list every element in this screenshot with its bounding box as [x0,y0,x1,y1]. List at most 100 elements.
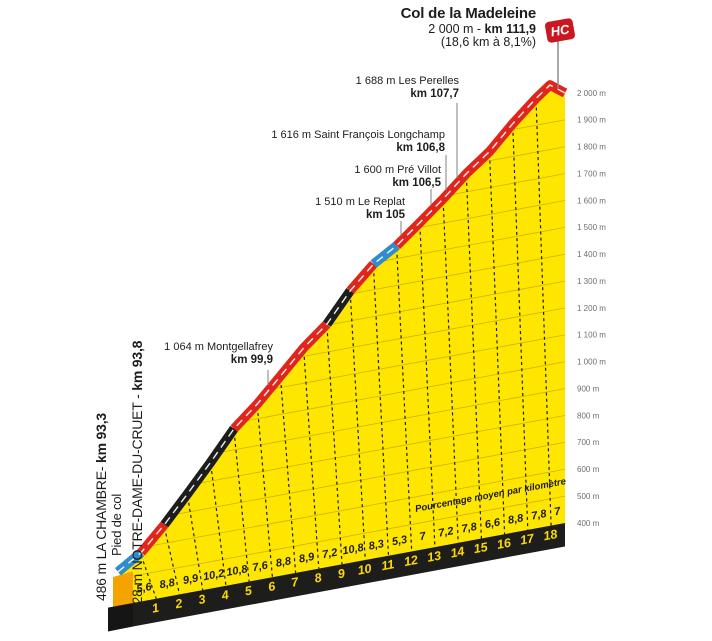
km-gridline [303,350,320,569]
gradient-value: 6,6 [484,516,502,531]
elevation-label: 1 600 m [577,196,606,205]
waypoint-name: 1 064 m Montgellafrey [164,341,273,353]
waypoint-km: km 99,9 [230,353,273,366]
km-number: 11 [380,557,395,573]
km-gridline [140,555,157,599]
gradient-value: 7,8 [461,521,479,536]
km-number: 2 [173,596,183,611]
km-number: 13 [426,549,442,565]
elevation-label: 500 m [577,492,600,501]
gradient-value: 10,8 [225,563,249,579]
waypoint-km: km 106,8 [396,141,445,154]
km-gridline [372,267,390,556]
km-gridline [535,101,552,526]
elevation-label: 2 000 m [577,89,606,98]
km-gridline [349,293,366,561]
waypoint-les-perelles: 1 688 m Les Perelles km 107,7 [356,75,459,102]
climb-name: Col de la Madeleine [400,5,537,22]
elevation-label: 1 200 m [577,304,606,313]
km-number: 16 [496,535,513,551]
waypoint-saint-francois-longchamp: 1 616 m Saint François Longchamp km 106,… [271,129,445,156]
gradient-value: 7,8 [530,508,548,523]
km-gridline [326,326,343,565]
gradient-value: 5,3 [391,534,408,549]
elevation-label: 800 m [577,411,600,420]
km-number: 14 [449,544,465,560]
gridline [118,495,565,582]
pedestal-left-cap [108,603,133,632]
km-number: 8 [313,571,322,586]
km-gridline [233,431,250,582]
km-number: 18 [542,527,558,543]
gradient-value: 7,6 [252,559,270,574]
waypoint-name: 1 600 m Pré Villot [354,164,441,176]
start-name: 528 m NOTRE-DAME-DU-CRUET - [129,390,145,612]
gradient-value: 7,2 [437,525,454,540]
elevation-label: 600 m [577,465,600,474]
road-centerline [117,84,566,573]
elevation-label: 1 700 m [577,169,606,178]
km-number: 5 [244,583,254,598]
waypoint-name: 1 616 m Saint François Longchamp [271,129,445,141]
km-gridline [163,527,181,595]
waypoint-le-replat: 1 510 m Le Replat km 105 [315,196,405,223]
km-gridline [396,248,413,552]
gradient-value: 10,8 [341,542,365,558]
elevation-label: 1 100 m [577,331,606,340]
gradient-value: 9,9 [182,572,200,587]
gradient-value: 8,9 [298,551,316,566]
elevation-label: 700 m [577,438,600,447]
climb-stats: (18,6 km à 8,1%) [440,35,536,50]
km-number: 12 [403,553,419,569]
summit-title-block: Col de la Madeleine 2 000 m - km 111,9 (… [400,5,537,50]
waypoint-name: 1 510 m Le Replat [315,196,405,208]
start-km: km 93,8 [129,340,145,391]
summit-km: km 111,9 [484,21,536,36]
waypoint-montgellafrey: 1 064 m Montgellafrey km 99,9 [164,341,273,368]
start-name: 486 m LA CHAMBRE- [93,463,109,601]
km-number: 6 [267,579,277,594]
gradient-value: 8,8 [159,577,177,592]
gradient-value: 7,2 [321,547,338,562]
km-gridline [465,176,482,539]
gradient-value: 8,8 [275,555,293,570]
waypoint-km: km 107,7 [410,87,459,100]
waypoint-name: 1 688 m Les Perelles [355,75,459,87]
elevation-label: 900 m [577,384,600,393]
start-label-notre-dame-du-cruet: 528 m NOTRE-DAME-DU-CRUET - km 93,8 [129,341,145,612]
gradient-value: 8,8 [507,512,525,527]
start-km: km 93,3 [93,413,109,463]
elevation-label: 1 500 m [577,223,606,232]
waypoint-km: km 105 [365,208,405,221]
left-side-face [113,571,133,609]
gradient-value: 10,2 [202,568,225,584]
km-number: 17 [519,531,536,547]
elevation-label: 400 m [577,519,600,528]
profile-area [118,85,565,603]
km-gridline [210,464,227,586]
km-number: 4 [219,588,229,603]
km-gridline [280,378,297,573]
elevation-label: 1 900 m [577,116,606,125]
km-number: 9 [337,566,346,581]
elevation-label: 1 800 m [577,143,606,152]
gradient-value: 7 [553,505,562,518]
gradient-value: 8,3 [368,538,385,553]
km-gridline [512,126,529,530]
waypoint-km: km 106,5 [392,176,441,189]
km-number: 3 [197,592,206,607]
km-gridline [419,225,436,548]
km-number: 7 [290,575,300,590]
km-gridline [489,154,506,535]
gridline [118,468,565,555]
elevation-label: 1 400 m [577,250,606,259]
km-number: 10 [356,561,372,577]
start-label-la-chambre: 486 m LA CHAMBRE- km 93,3 Pied de col [93,413,125,601]
summit-elevation-km: 2 000 m - km 111,9 [401,21,536,37]
pedestal-front [133,523,565,627]
summit-elevation: 2 000 m - [428,21,485,36]
km-number: 1 [151,601,160,616]
gradient-value: 5,6 [135,581,153,596]
